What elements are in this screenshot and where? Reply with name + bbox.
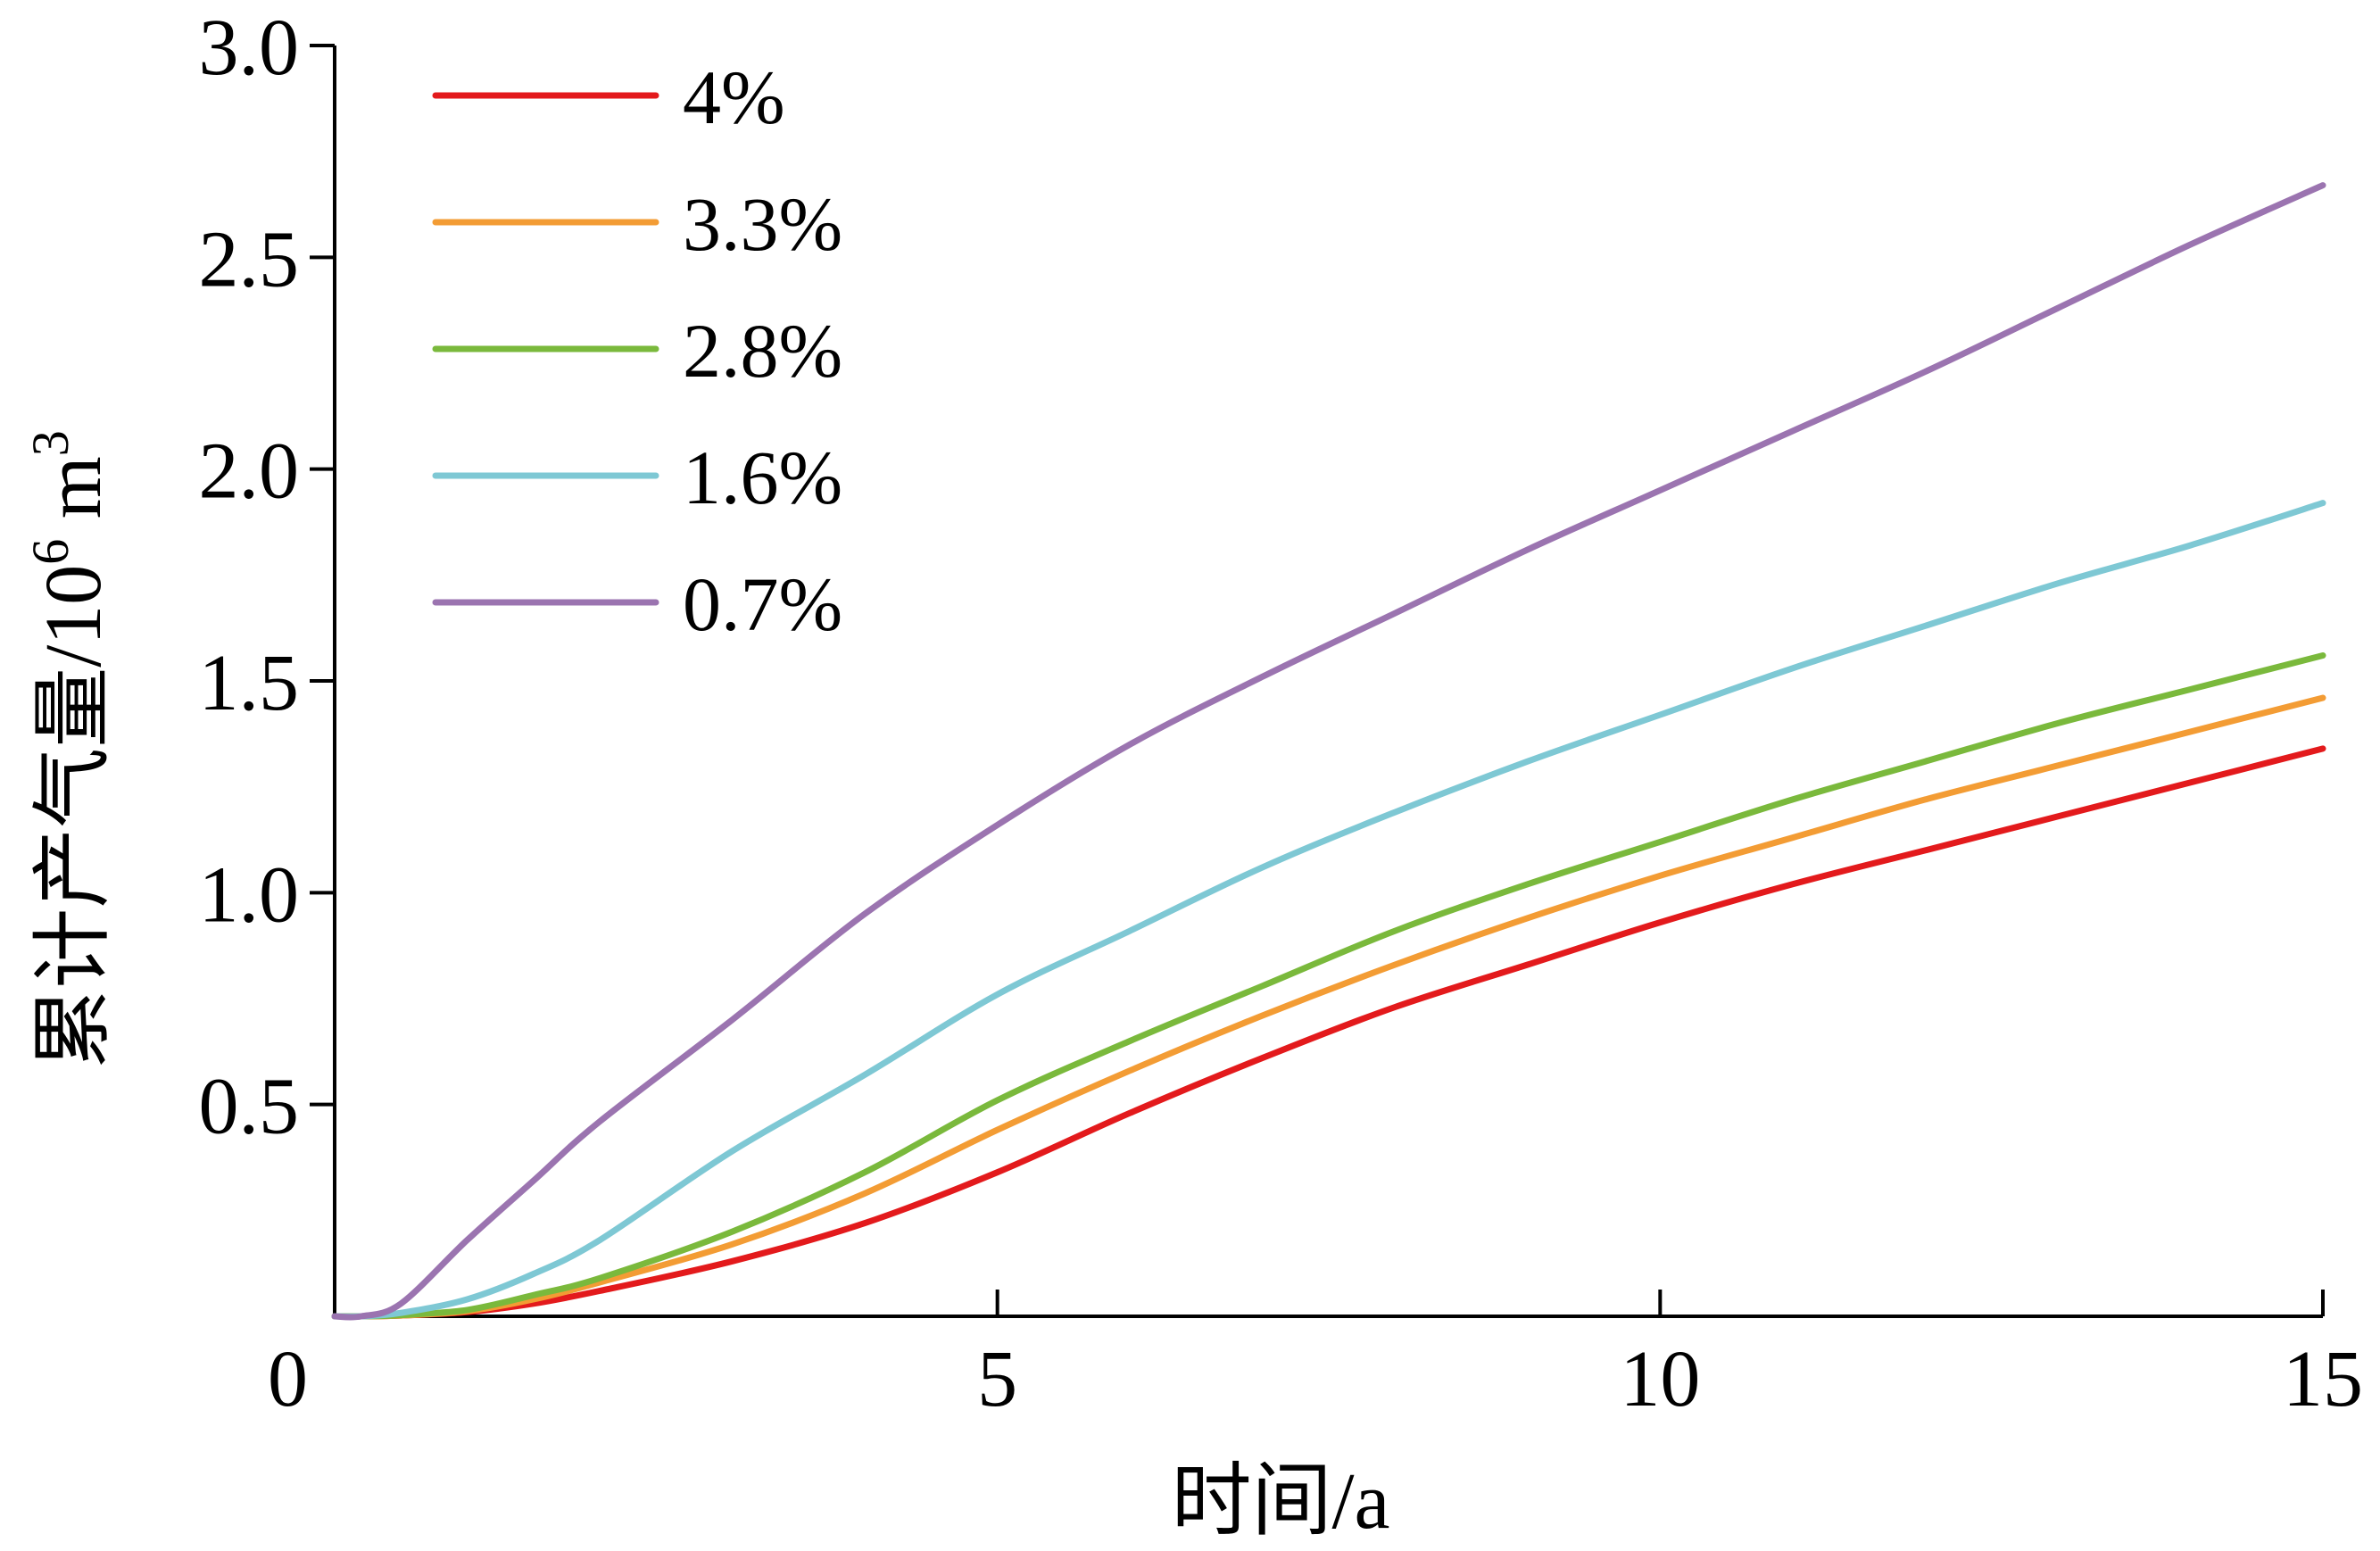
series-line-3.3% <box>331 694 2326 1320</box>
series-line-1.6% <box>331 500 2326 1320</box>
series-line-2.8% <box>331 652 2326 1320</box>
y-tick-label: 2.0 <box>199 427 300 516</box>
legend-label: 3.3% <box>683 181 842 267</box>
series-line-0.7% <box>331 182 2326 1321</box>
y-axis-title-unit: m <box>29 456 118 539</box>
series-line-4% <box>331 745 2326 1320</box>
x-tick-label: 10 <box>1620 1335 1700 1423</box>
y-axis-title-main: 累计产气量/10 <box>29 565 118 1069</box>
axes: 0.5 1.0 1.5 2.0 2.5 3.0 0 5 10 15 <box>199 4 2364 1423</box>
y-axis-title-unit-exponent: 3 <box>21 430 79 456</box>
legend-label: 0.7% <box>683 561 842 647</box>
legend: 4% 3.3% 2.8% 1.6% 0.7% <box>432 54 842 647</box>
legend-label: 2.8% <box>683 308 842 394</box>
series-layer <box>331 182 2326 1321</box>
y-tick-label: 2.5 <box>199 215 300 303</box>
legend-label: 1.6% <box>683 435 842 520</box>
y-axis-title-exponent: 6 <box>21 539 79 565</box>
x-axis-title: 时间/a <box>1172 1457 1390 1546</box>
legend-label: 4% <box>683 54 785 140</box>
x-tick-label: 15 <box>2283 1335 2363 1423</box>
x-tick-label: 5 <box>977 1335 1017 1423</box>
y-tick-label: 0.5 <box>199 1063 300 1151</box>
y-tick-label: 1.0 <box>199 850 300 939</box>
y-axis-title: 累计产气量/106 m3 <box>21 430 118 1069</box>
x-tick-label: 0 <box>268 1335 308 1423</box>
y-tick-label: 1.5 <box>199 639 300 727</box>
y-tick-label: 3.0 <box>199 4 300 92</box>
